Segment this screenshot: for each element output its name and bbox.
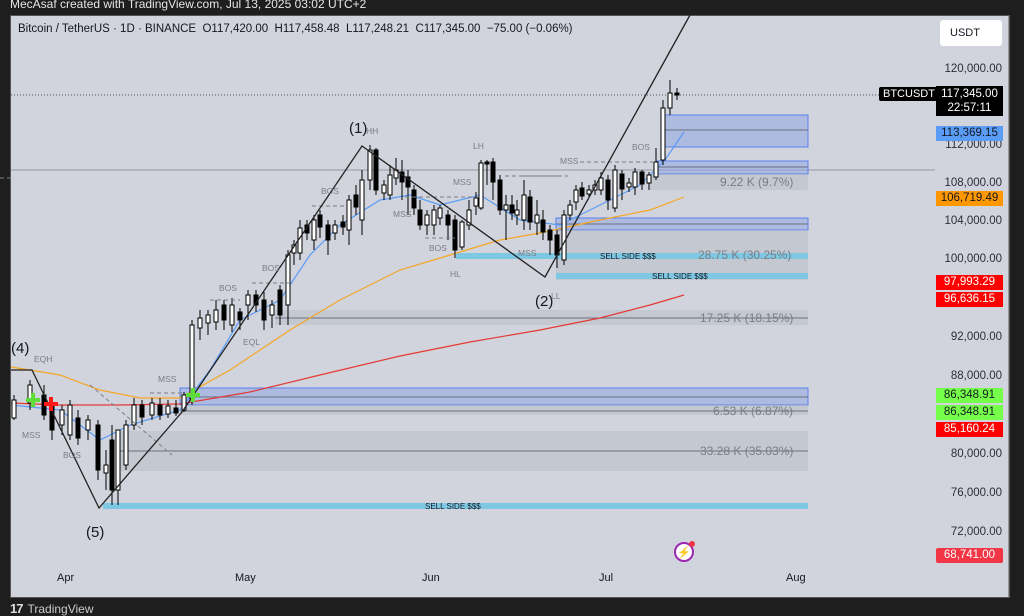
svg-text:MSS: MSS [560,156,579,166]
legend-high: H117,458.48 [274,23,340,35]
svg-text:LL: LL [551,291,561,301]
svg-text:SELL SIDE $$$: SELL SIDE $$$ [652,272,708,281]
legend-symbol: Bitcoin / TetherUS · 1D · BINANCE [18,23,197,35]
order-block-zones [179,114,809,406]
price-tick: 104,000.00 [944,215,1002,227]
currency-button[interactable]: USDT [940,20,1002,46]
svg-text:(1): (1) [349,120,367,137]
legend-open: O117,420.00 [202,23,269,35]
legend-change: −75.00 (−0.06%) [486,23,573,35]
price-tick: 112,000.00 [945,139,1002,151]
notification-dot [689,541,695,547]
price-tick: 120,000.00 [944,63,1002,75]
svg-text:(2): (2) [535,293,553,310]
svg-text:BOS: BOS [632,142,650,152]
svg-text:28.75 K (30.25%): 28.75 K (30.25%) [698,248,791,262]
symbol-tag: BTCUSDT [879,87,939,101]
chart-legend: Bitcoin / TetherUS · 1D · BINANCE O117,4… [18,23,573,35]
ma-slow-red [10,294,685,406]
chart-credit: MecAsaf created with TradingView.com, Ju… [10,0,367,11]
svg-text:BOS: BOS [219,283,237,293]
footer-brand: TradingView [27,601,94,616]
svg-text:9.22 K (9.7%): 9.22 K (9.7%) [720,175,793,189]
level-price-label: 85,160.24 [936,422,1003,437]
level-price-label: 96,636.15 [936,292,1003,307]
price-tick: 88,000.00 [950,370,1002,382]
legend-close: C117,345.00 [415,23,481,35]
signal-markers [26,388,200,411]
svg-text:(5): (5) [86,524,104,541]
time-tick: Jun [422,572,440,584]
price-tick: 76,000.00 [950,487,1002,499]
level-price-label: 86,348.91 [936,388,1003,403]
svg-text:17.25 K (18.15%): 17.25 K (18.15%) [700,311,793,325]
price-tick: 92,000.00 [950,331,1002,343]
svg-text:(4): (4) [11,340,29,357]
svg-text:BOS: BOS [321,186,339,196]
svg-text:MSS: MSS [453,177,472,187]
sell-side-liquidity: SELL SIDE $$$ SELL SIDE $$$ SELL SIDE $$… [103,252,808,511]
svg-text:HL: HL [450,269,461,279]
svg-text:SELL SIDE $$$: SELL SIDE $$$ [600,252,656,261]
svg-text:MSS: MSS [158,374,177,384]
current-price-tag: 117,345.00 22:57:11 [936,86,1003,116]
price-tick: 80,000.00 [950,448,1002,460]
lightning-icon[interactable]: ⚡ [674,541,695,562]
svg-text:EQL: EQL [243,337,260,347]
current-price: 117,345.00 [941,88,998,100]
ma-mid-price-label: 106,719.49 [936,191,1003,206]
svg-text:EQH: EQH [34,354,52,364]
svg-text:HH: HH [366,126,378,136]
svg-text:33.28 K (35.03%): 33.28 K (35.03%) [700,444,793,458]
footer: 17 TradingView [10,601,94,616]
range-labels: 9.22 K (9.7%) 28.75 K (30.25%) 17.25 K (… [698,175,793,458]
svg-text:BOS: BOS [63,450,81,460]
svg-text:MSS: MSS [393,209,412,219]
level-price-label: 86,348.91 [936,405,1003,420]
time-tick: Apr [57,572,75,584]
svg-text:SELL SIDE $$$: SELL SIDE $$$ [425,502,481,511]
ema-fast-price-label: 113,369.15 [936,126,1003,141]
level-price-label: 68,741.00 [936,548,1003,563]
legend-low: L117,248.21 [345,23,410,35]
svg-text:BOS: BOS [429,243,447,253]
svg-text:MSS: MSS [518,248,537,258]
time-tick: May [235,572,256,584]
svg-text:6.53 K (6.87%): 6.53 K (6.87%) [713,404,793,418]
ma-slow-price-label: 97,993.29 [936,275,1003,290]
bar-countdown: 22:57:11 [947,102,992,114]
price-tick: 100,000.00 [944,253,1002,265]
elliott-wave-path [11,14,691,510]
price-tick: 108,000.00 [944,177,1002,189]
svg-text:BOS: BOS [262,263,280,273]
range-boxes [120,174,808,471]
chart-frame[interactable] [10,15,1010,598]
svg-text:MSS: MSS [22,430,41,440]
ma-mid-orange [10,196,685,399]
tradingview-logo-icon: 17 [10,601,24,616]
time-tick: Jul [599,572,614,584]
price-tick: 72,000.00 [950,526,1002,538]
time-tick: Aug [786,572,806,584]
svg-text:LH: LH [473,141,484,151]
